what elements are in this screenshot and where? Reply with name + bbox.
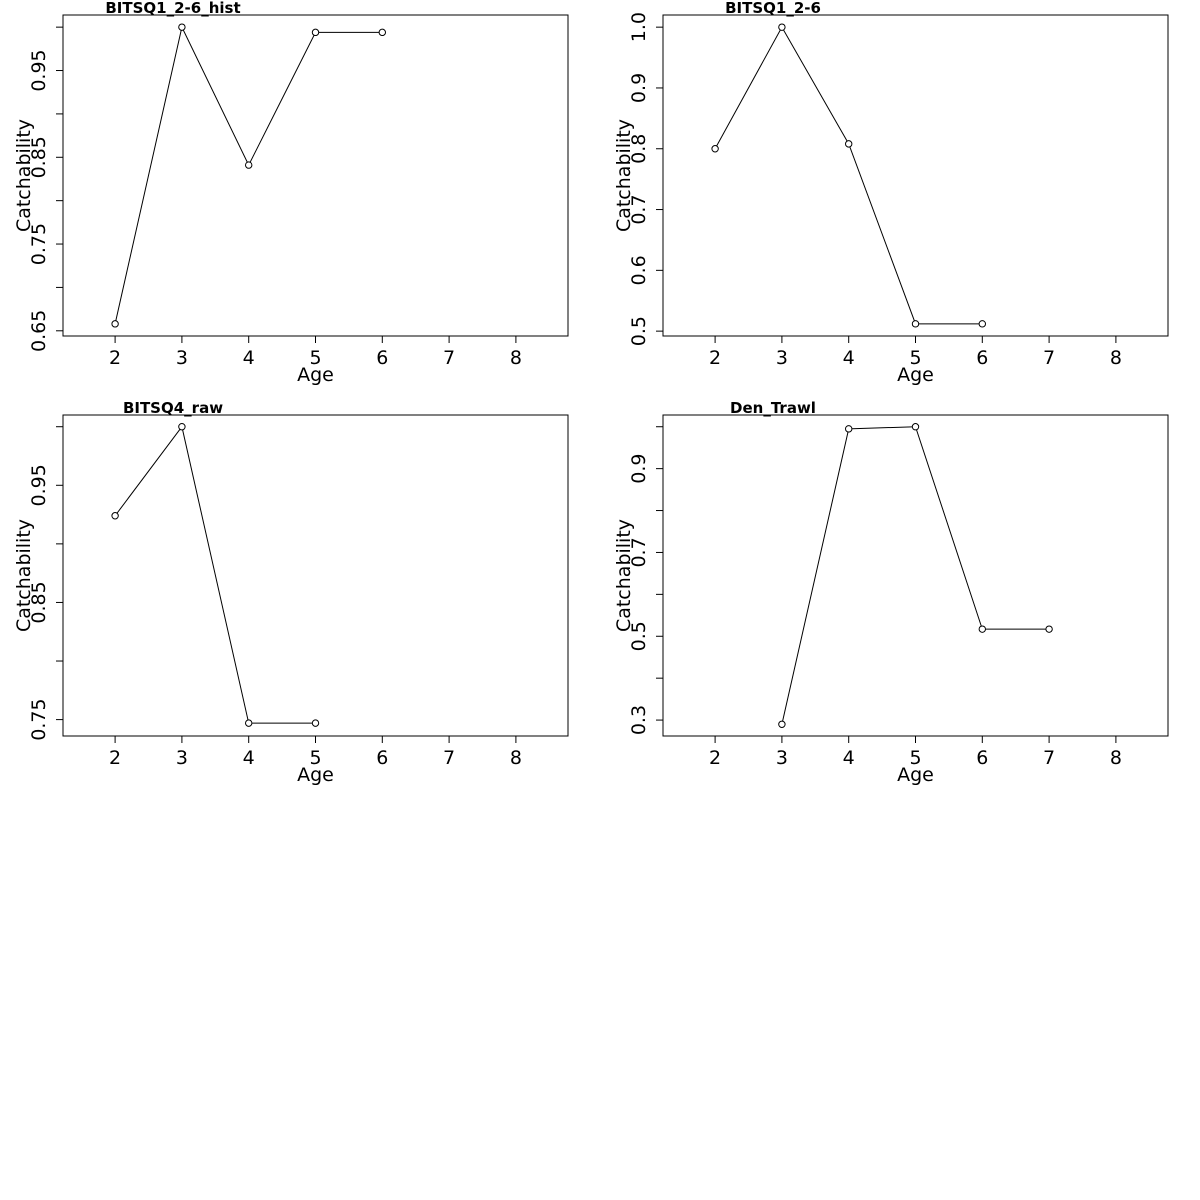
point xyxy=(978,625,986,633)
y-axis-label: Catchability xyxy=(13,519,35,632)
y-tick-label: 0.95 xyxy=(28,464,50,506)
x-axis-label: Age xyxy=(897,364,934,386)
point xyxy=(378,28,386,37)
chart-title: BITSQ4_raw xyxy=(123,399,223,417)
x-tick-label: 4 xyxy=(843,747,855,769)
x-tick-label: 3 xyxy=(176,347,188,369)
x-tick-label: 6 xyxy=(976,747,988,769)
x-tick-label: 5 xyxy=(909,747,921,769)
x-tick-label: 8 xyxy=(510,747,522,769)
x-axis-label: Age xyxy=(297,364,334,386)
y-tick-label: 0.3 xyxy=(628,705,650,735)
y-tick-label: 0.8 xyxy=(628,134,650,164)
y-tick-label: 0.9 xyxy=(628,454,650,484)
point xyxy=(245,719,253,727)
plot-box xyxy=(662,14,1169,337)
y-tick-label: 0.85 xyxy=(28,136,50,178)
x-tick-label: 4 xyxy=(243,347,255,369)
x-tick-label: 6 xyxy=(376,347,388,369)
x-tick-label: 7 xyxy=(1043,347,1055,369)
x-tick-label: 5 xyxy=(909,347,921,369)
chart-title: BITSQ1_2-6_hist xyxy=(105,0,240,17)
x-tick-label: 8 xyxy=(510,347,522,369)
x-tick-label: 2 xyxy=(109,747,121,769)
x-tick-label: 7 xyxy=(443,347,455,369)
point xyxy=(845,140,853,148)
point xyxy=(311,719,320,727)
point xyxy=(911,320,920,328)
y-tick-label: 0.75 xyxy=(28,698,50,740)
y-tick-label: 0.95 xyxy=(28,49,50,91)
series-line xyxy=(781,426,1050,725)
y-tick-label: 1.0 xyxy=(628,12,650,42)
y-axis-label: Catchability xyxy=(613,519,635,632)
plot-box xyxy=(62,14,569,337)
chart-title: BITSQ1_2-6 xyxy=(725,0,821,17)
series-line xyxy=(714,26,983,325)
x-tick-label: 7 xyxy=(443,747,455,769)
point xyxy=(178,23,186,31)
point xyxy=(311,28,320,37)
y-tick-label: 0.85 xyxy=(28,581,50,623)
plot-box xyxy=(662,414,1169,737)
y-tick-label: 0.65 xyxy=(28,310,50,352)
x-tick-label: 3 xyxy=(776,347,788,369)
x-tick-label: 4 xyxy=(243,747,255,769)
y-tick-label: 0.7 xyxy=(628,194,650,224)
point xyxy=(845,425,853,433)
y-tick-label: 0.7 xyxy=(628,537,650,567)
x-tick-label: 3 xyxy=(176,747,188,769)
x-tick-label: 2 xyxy=(709,747,721,769)
y-tick-label: 0.75 xyxy=(28,223,50,265)
point xyxy=(111,320,119,328)
point xyxy=(1045,625,1053,633)
plot-box xyxy=(62,414,569,737)
chart-title: Den_Trawl xyxy=(730,399,816,417)
x-tick-label: 2 xyxy=(109,347,121,369)
x-tick-label: 6 xyxy=(376,747,388,769)
x-axis-label: Age xyxy=(897,764,934,786)
series-line xyxy=(114,425,316,724)
x-tick-label: 5 xyxy=(309,747,321,769)
series-line xyxy=(114,25,383,324)
point xyxy=(245,161,253,169)
x-tick-label: 8 xyxy=(1110,747,1122,769)
point xyxy=(778,23,786,31)
point xyxy=(978,320,986,328)
y-tick-label: 0.5 xyxy=(628,621,650,651)
x-axis-label: Age xyxy=(297,764,334,786)
x-tick-label: 8 xyxy=(1110,347,1122,369)
y-tick-label: 0.6 xyxy=(628,255,650,285)
x-tick-label: 3 xyxy=(776,747,788,769)
point xyxy=(911,423,920,431)
x-tick-label: 5 xyxy=(309,347,321,369)
x-tick-label: 7 xyxy=(1043,747,1055,769)
point xyxy=(111,512,119,520)
y-tick-label: 0.9 xyxy=(628,73,650,103)
x-tick-label: 6 xyxy=(976,347,988,369)
y-axis-label: Catchability xyxy=(13,119,35,232)
point xyxy=(711,145,719,153)
y-tick-label: 0.5 xyxy=(628,316,650,346)
x-tick-label: 4 xyxy=(843,347,855,369)
point xyxy=(778,720,786,728)
point xyxy=(178,423,186,431)
y-axis-label: Catchability xyxy=(613,119,635,232)
x-tick-label: 2 xyxy=(709,347,721,369)
